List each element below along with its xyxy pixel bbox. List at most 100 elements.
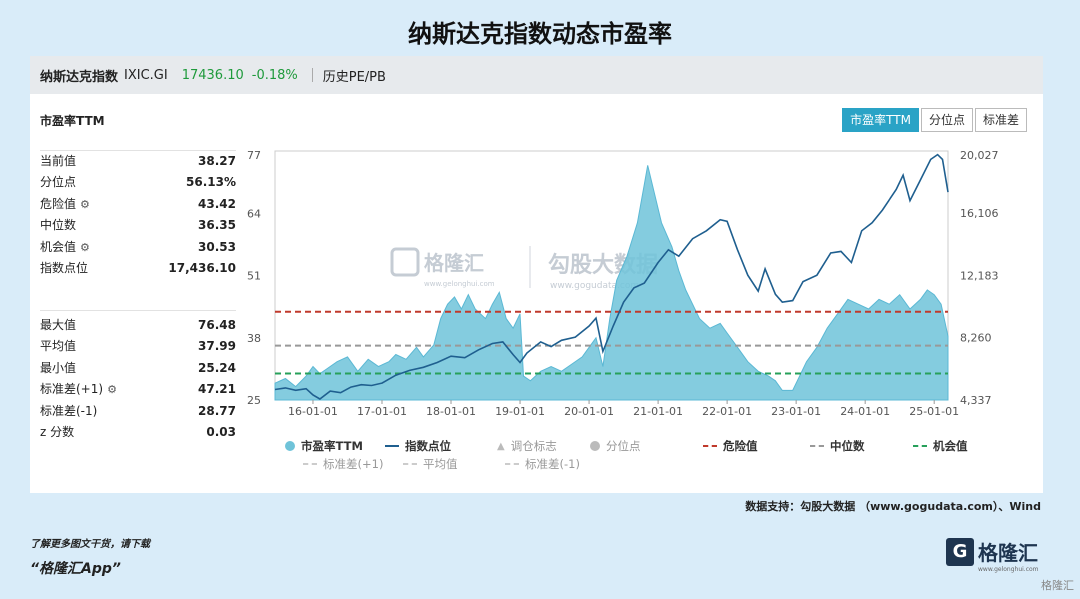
stat-row: 分位点 56.13% (40, 172, 236, 193)
legend-item[interactable]: 中位数 (810, 438, 865, 454)
brand-logo[interactable]: G 格隆汇 (946, 537, 1038, 566)
stat-value: 47.21 (198, 382, 236, 397)
stat-row: 指数点位 17,436.10 (40, 258, 236, 279)
x-tick-label: 21-01-01 (633, 405, 683, 418)
stat-row: 标准差(-1) 28.77 (40, 401, 236, 422)
logo-url: www.gelonghui.com (978, 566, 1039, 573)
index-price: 17436.10 (181, 67, 244, 83)
stat-label: 当前值 (40, 154, 77, 168)
watermark-url: www.gogudata.com (550, 281, 639, 291)
legend-item[interactable]: ▲ 调仓标志 (497, 438, 557, 454)
x-tick-label: 24-01-01 (840, 405, 890, 418)
legend-item[interactable]: 市盈率TTM (285, 438, 363, 454)
y-left-tick-label: 64 (247, 207, 261, 220)
stat-label: 危险值 (40, 196, 77, 211)
page-title: 纳斯达克指数动态市盈率 (408, 20, 672, 48)
legend-label: 调仓标志 (510, 439, 557, 453)
index-line-series (274, 153, 949, 400)
x-tick-label: 19-01-01 (495, 405, 545, 418)
stat-value: 17,436.10 (168, 260, 236, 275)
stat-label: 指数点位 (40, 260, 89, 275)
legend-item[interactable]: 平均值 (403, 456, 458, 472)
stats-bottom: 最大值 76.48 平均值 37.99 最小值 25.24 标准差(+1) ⚙ 47.21… (40, 315, 236, 443)
stat-row: 标准差(+1) ⚙ 47.21 (40, 379, 236, 400)
legend-label: 中位数 (830, 439, 865, 453)
stat-label: 中位数 (40, 218, 77, 233)
watermark-url: www.gelonghui.com (424, 280, 495, 288)
stat-row: 中位数 36.35 (40, 215, 236, 236)
stat-label: 最小值 (40, 360, 77, 375)
legend-label: 危险值 (723, 439, 758, 453)
legend-label: 平均值 (423, 457, 458, 471)
stat-value: 43.42 (198, 196, 236, 211)
legend-marker-icon: ▲ (497, 440, 505, 452)
legend-label: 指数点位 (405, 439, 451, 453)
x-tick-label: 16-01-01 (288, 405, 338, 418)
stat-label: z 分数 (40, 424, 75, 439)
y-right-tick-label: 8,260 (960, 332, 992, 345)
stat-label: 分位点 (40, 175, 77, 190)
stat-row: 当前值 38.27 (40, 151, 236, 172)
pe-chart: 格隆汇www.gelonghui.com勾股大数据www.gogudata.co… (247, 149, 999, 418)
index-change: -0.18% (251, 67, 298, 83)
legend-label: 标准差(-1) (525, 457, 580, 471)
legend-marker-icon (285, 441, 295, 451)
legend-marker-icon (303, 463, 317, 465)
stat-label: 机会值 (40, 239, 77, 254)
legend-label: 市盈率TTM (301, 439, 363, 453)
stats-top: 当前值 38.27 分位点 56.13% 危险值 ⚙ 43.42 中位数 36.35 机会… (40, 151, 236, 279)
legend-item[interactable]: 机会值 (913, 438, 968, 454)
stat-row: 最大值 76.48 (40, 315, 236, 336)
divider (311, 68, 313, 82)
y-left-tick-label: 25 (247, 394, 261, 407)
stat-value: 25.24 (198, 360, 236, 375)
legend-label: 机会值 (933, 439, 968, 453)
stat-value: 30.53 (198, 239, 236, 254)
legend-item[interactable]: 危险值 (703, 438, 758, 454)
watermark-logo-icon (390, 247, 420, 277)
y-right-tick-label: 4,337 (960, 394, 992, 407)
footer-app-name: “格隆汇App” (30, 561, 121, 577)
stat-label: 标准差(+1) (40, 382, 104, 397)
history-link[interactable]: 历史PE/PB (322, 69, 386, 85)
x-tick-label: 25-01-01 (909, 405, 959, 418)
legend-marker-icon (590, 441, 600, 451)
y-left-tick-label: 51 (247, 270, 261, 283)
pe-area-series (274, 165, 949, 401)
y-right-tick-label: 16,106 (960, 207, 999, 220)
stat-value: 36.35 (198, 218, 236, 233)
x-tick-label: 18-01-01 (426, 405, 476, 418)
legend-item[interactable]: 标准差(-1) (505, 456, 580, 472)
legend-item[interactable]: 标准差(+1) (303, 456, 383, 472)
legend-marker-icon (403, 463, 417, 465)
x-tick-label: 20-01-01 (564, 405, 614, 418)
footer-caption: 了解更多图文干货，请下载 (30, 539, 150, 550)
legend-item[interactable]: 指数点位 (385, 438, 451, 454)
stat-label: 最大值 (40, 318, 77, 332)
legend-marker-icon (505, 463, 519, 465)
gear-icon[interactable]: ⚙ (80, 197, 90, 211)
tab-stddev[interactable]: 标准差 (974, 108, 1027, 132)
y-right-tick-label: 20,027 (960, 149, 999, 162)
gear-icon[interactable]: ⚙ (80, 240, 90, 254)
stat-row: 平均值 37.99 (40, 336, 236, 357)
legend-label: 标准差(+1) (323, 457, 384, 471)
pe-section-label: 市盈率TTM (40, 114, 105, 128)
stat-value: 38.27 (198, 154, 236, 168)
legend-marker-icon (913, 445, 927, 447)
y-left-tick-label: 77 (247, 149, 261, 162)
divider (40, 310, 236, 311)
stat-row: 危险值 ⚙ 43.42 (40, 194, 236, 215)
stat-label: 标准差(-1) (40, 403, 98, 418)
stat-row: z 分数 0.03 (40, 422, 236, 443)
stat-row: 最小值 25.24 (40, 358, 236, 379)
corner-watermark: 格隆汇 (1041, 579, 1074, 592)
tab-percentile[interactable]: 分位点 (920, 108, 973, 132)
legend-label: 分位点 (606, 439, 641, 453)
x-tick-label: 17-01-01 (357, 405, 407, 418)
stat-value: 56.13% (186, 175, 236, 190)
legend-item[interactable]: 分位点 (590, 438, 641, 454)
legend-marker-icon (703, 445, 717, 447)
gear-icon[interactable]: ⚙ (107, 383, 117, 397)
tab-pe-ttm[interactable]: 市盈率TTM (842, 108, 919, 132)
